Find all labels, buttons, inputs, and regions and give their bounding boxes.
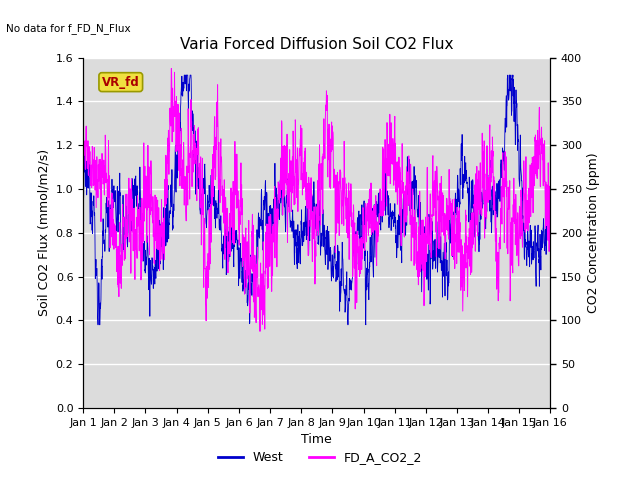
Text: No data for f_FD_N_Flux: No data for f_FD_N_Flux	[6, 23, 131, 34]
X-axis label: Time: Time	[301, 433, 332, 446]
Y-axis label: Soil CO2 Flux (mmol/m2/s): Soil CO2 Flux (mmol/m2/s)	[37, 149, 50, 316]
Legend: West, FD_A_CO2_2: West, FD_A_CO2_2	[213, 446, 427, 469]
Text: VR_fd: VR_fd	[102, 76, 140, 89]
Title: Varia Forced Diffusion Soil CO2 Flux: Varia Forced Diffusion Soil CO2 Flux	[180, 37, 454, 52]
Y-axis label: CO2 Concentration (ppm): CO2 Concentration (ppm)	[588, 153, 600, 313]
